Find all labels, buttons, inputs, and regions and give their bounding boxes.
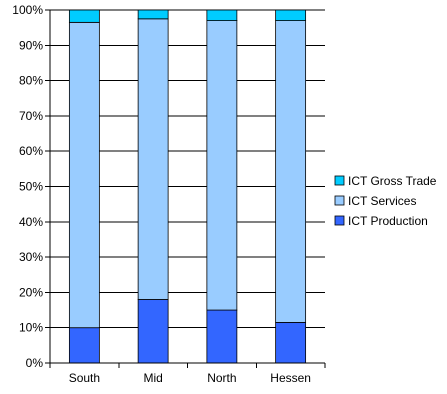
bar-segment [206,9,238,21]
legend-swatch [334,195,345,206]
bar-segment [275,9,307,21]
bar-segment [137,299,169,364]
y-tick-label: 80% [19,74,43,88]
bar-segment [137,9,169,20]
bar-segment [68,21,100,329]
bar-segment [137,18,169,300]
x-tick-label: South [69,371,100,385]
x-tick-label: North [207,371,236,385]
y-tick-label: 100% [12,3,43,17]
y-tick-label: 10% [19,321,43,335]
bars [68,9,307,364]
bar-segment [68,9,100,23]
y-tick-label: 20% [19,285,43,299]
y-tick-label: 70% [19,109,43,123]
legend-swatch [334,215,345,226]
y-tick-label: 50% [19,180,43,194]
bar-segment [275,20,307,323]
x-tick-label: Hessen [270,371,311,385]
legend-label: ICT Services [348,194,416,208]
axes: 0% 10% 20% 30% 40% 50% 60% 70% 80% 90% 100% South Mi… [12,3,326,385]
legend-swatch [334,175,345,186]
legend-label: ICT Production [348,214,428,228]
bar-segment [206,20,238,311]
legend-label: ICT Gross Trade [348,174,437,188]
y-tick-label: 40% [19,215,43,229]
bar-segment [275,322,307,364]
bar-segment [68,327,100,364]
y-tick-label: 0% [26,356,44,370]
x-tick-label: Mid [143,371,162,385]
bar-segment [206,309,238,364]
legend: ICT Gross Trade ICT Services ICT Productio… [334,174,437,228]
y-tick-label: 60% [19,144,43,158]
y-tick-label: 90% [19,38,43,52]
y-tick-label: 30% [19,250,43,264]
